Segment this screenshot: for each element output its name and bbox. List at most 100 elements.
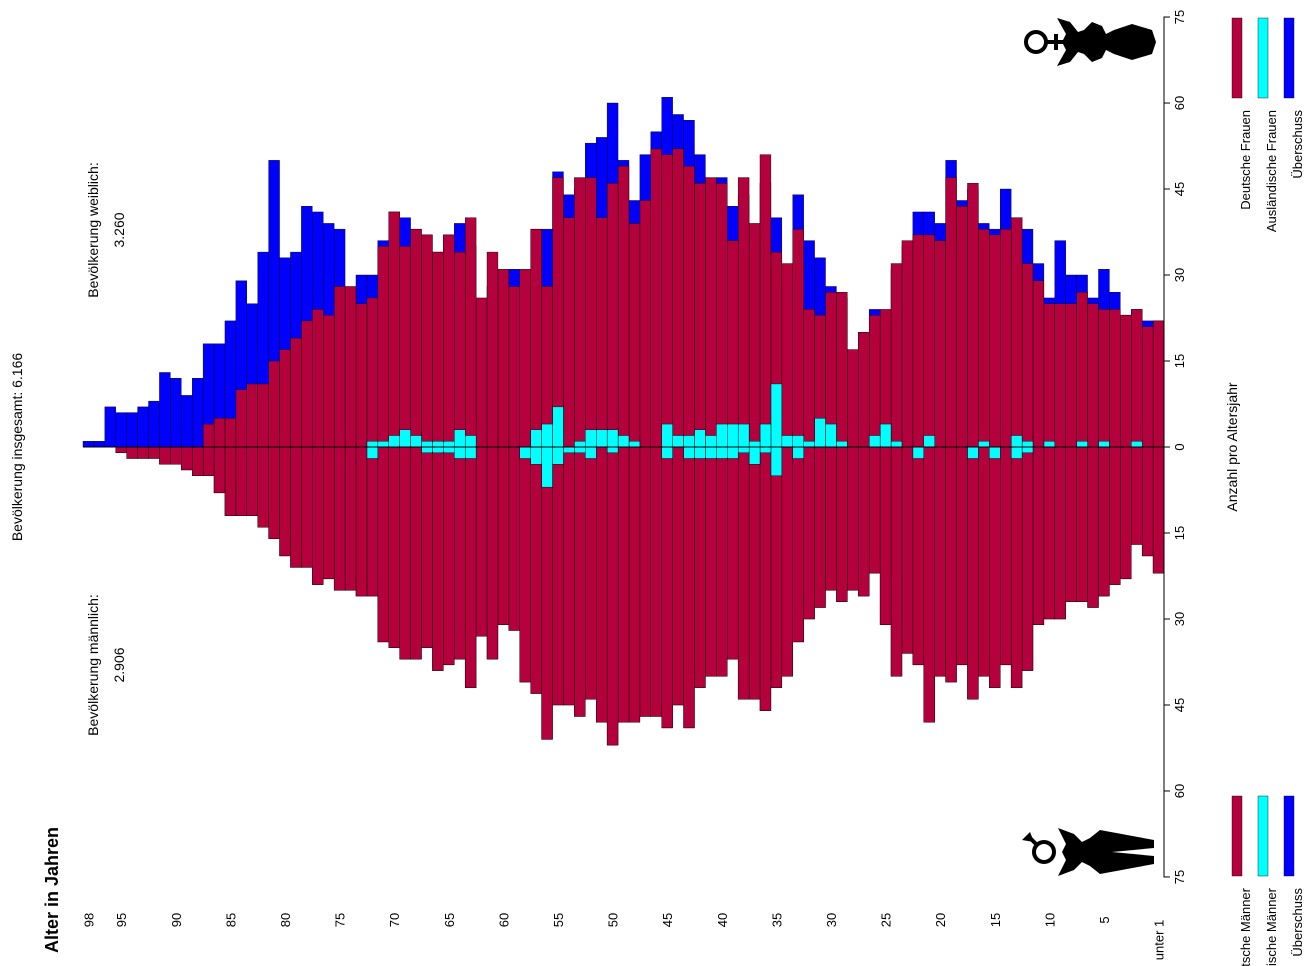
count-tick-label: 15 bbox=[1172, 354, 1187, 368]
age-tick-label: 70 bbox=[387, 913, 402, 927]
bar-male-german bbox=[388, 446, 400, 648]
bar-female-surplus bbox=[159, 372, 171, 448]
bar-female-german bbox=[432, 251, 444, 448]
bar-male-german bbox=[879, 446, 892, 625]
bar-female-german bbox=[344, 286, 357, 448]
bar-female-german bbox=[901, 240, 914, 448]
bar-male-foreign bbox=[552, 446, 564, 465]
bar-female-german bbox=[639, 200, 651, 448]
bar-female-german bbox=[312, 309, 324, 448]
bars-layer bbox=[82, 97, 1165, 746]
bar-female-german bbox=[1109, 309, 1121, 448]
legend-label: Überschuss bbox=[1290, 110, 1305, 179]
bar-female-german bbox=[847, 349, 859, 448]
bar-male-german bbox=[115, 446, 127, 453]
bar-female-german bbox=[399, 246, 411, 448]
bar-female-german bbox=[858, 332, 870, 448]
bar-male-foreign bbox=[464, 446, 477, 459]
bar-female-surplus bbox=[170, 378, 182, 448]
bar-female-german bbox=[868, 314, 881, 448]
bar-male-foreign bbox=[606, 446, 619, 453]
age-tick-label: 5 bbox=[1097, 916, 1112, 923]
bar-female-german bbox=[617, 165, 630, 448]
bar-female-foreign bbox=[377, 441, 389, 448]
bar-female-german bbox=[956, 206, 968, 448]
bar-male-german bbox=[1000, 446, 1012, 666]
bar-female-foreign bbox=[781, 435, 793, 448]
legend-swatch bbox=[1283, 795, 1295, 877]
bar-male-german bbox=[945, 446, 957, 683]
bar-female-german bbox=[1076, 292, 1088, 448]
bar-female-german bbox=[410, 228, 422, 448]
bar-male-german bbox=[792, 446, 804, 643]
bar-male-german bbox=[617, 446, 630, 723]
bar-female-foreign bbox=[923, 435, 935, 448]
bar-male-german bbox=[181, 446, 193, 471]
bar-female-german bbox=[301, 320, 313, 448]
female-population-value: 3.260 bbox=[111, 212, 127, 247]
bar-female-german bbox=[748, 223, 761, 448]
bar-female-german bbox=[825, 292, 837, 448]
bar-female-foreign bbox=[770, 383, 783, 448]
bar-male-german bbox=[956, 446, 968, 666]
bar-male-german bbox=[912, 446, 924, 666]
bar-male-german bbox=[1032, 446, 1045, 625]
age-tick-label: 35 bbox=[769, 913, 784, 927]
bar-female-foreign bbox=[836, 441, 848, 448]
bar-female-foreign bbox=[443, 441, 455, 448]
bar-female-surplus bbox=[148, 400, 160, 448]
bar-female-german bbox=[213, 418, 226, 448]
bar-female-german bbox=[333, 286, 346, 448]
bar-male-german bbox=[257, 446, 269, 528]
bar-male-german bbox=[268, 446, 280, 539]
bar-female-german bbox=[246, 383, 258, 448]
bar-female-german bbox=[1152, 320, 1165, 448]
bar-female-german bbox=[836, 292, 848, 448]
bar-male-german bbox=[1043, 446, 1056, 620]
bar-female-surplus bbox=[82, 441, 95, 448]
bar-male-german bbox=[716, 446, 728, 677]
bar-female-german bbox=[519, 269, 531, 448]
legend-male: Deutsche Männer Ausländische Männer Übersc… bbox=[1231, 795, 1305, 966]
bar-male-german bbox=[585, 446, 597, 700]
bar-female-german bbox=[268, 360, 280, 448]
bar-male-german bbox=[519, 446, 531, 683]
bar-female-surplus bbox=[115, 412, 127, 448]
bar-female-german bbox=[661, 154, 673, 448]
bar-female-german bbox=[486, 251, 499, 448]
count-tick-label: 60 bbox=[1172, 784, 1187, 798]
bar-male-german bbox=[989, 446, 1001, 688]
legend-female: Deutsche Frauen Ausländische Frauen Übersc… bbox=[1231, 17, 1305, 232]
bar-female-german bbox=[989, 234, 1001, 448]
bar-female-german bbox=[890, 263, 903, 448]
count-tick-label: 30 bbox=[1172, 268, 1187, 282]
bar-male-german bbox=[1021, 446, 1034, 671]
bar-male-german bbox=[443, 446, 455, 666]
bar-female-foreign bbox=[399, 429, 411, 448]
bar-female-german bbox=[224, 418, 237, 448]
count-axis-title: Anzahl pro Altersjahr bbox=[1224, 382, 1240, 512]
bar-female-german bbox=[803, 309, 815, 448]
bar-female-foreign bbox=[541, 423, 553, 448]
bar-female-german bbox=[366, 297, 379, 448]
bar-female-foreign bbox=[705, 435, 717, 448]
bar-male-german bbox=[1065, 446, 1077, 602]
count-tick-label: 15 bbox=[1172, 526, 1187, 540]
legend-label: Ausländische Frauen bbox=[1264, 110, 1279, 232]
bar-female-german bbox=[716, 183, 728, 448]
bar-male-german bbox=[213, 446, 226, 494]
age-tick-label: 75 bbox=[333, 913, 348, 927]
legend-swatch bbox=[1283, 17, 1295, 99]
bar-female-foreign bbox=[432, 441, 444, 448]
bar-female-german bbox=[508, 286, 520, 448]
bar-male-foreign bbox=[705, 446, 717, 459]
age-tick-label: 25 bbox=[879, 913, 894, 927]
legend-label: Deutsche Frauen bbox=[1238, 110, 1253, 210]
bar-male-german bbox=[836, 446, 848, 602]
bar-male-german bbox=[890, 446, 903, 677]
age-tick-label: 15 bbox=[988, 913, 1003, 927]
bar-male-foreign bbox=[421, 446, 433, 453]
count-tick-label: 75 bbox=[1172, 10, 1187, 24]
bar-female-foreign bbox=[530, 429, 542, 448]
bar-female-german bbox=[1087, 303, 1099, 448]
